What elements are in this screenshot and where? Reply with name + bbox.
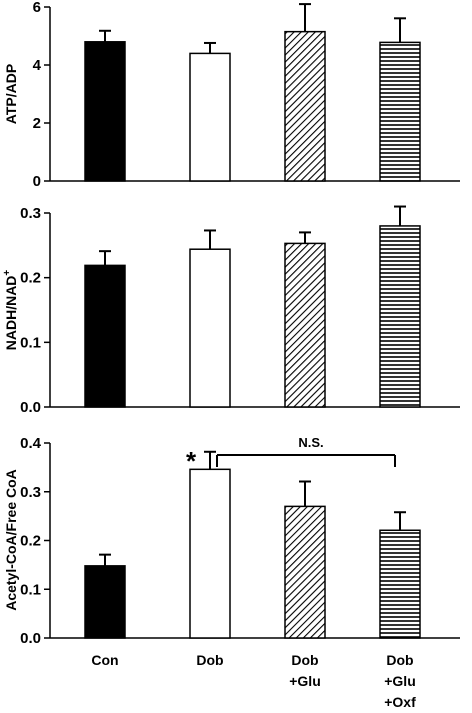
y-tick-label: 0.0 [20,630,41,647]
atp-adp-panel: 0 2 4 6 ATP/ADP [3,0,460,190]
y-tick-label: 0 [33,173,41,190]
bar-dob [189,248,231,408]
bar-con [84,41,126,182]
y-tick-label: 2 [33,115,41,132]
nadh-nad-panel: 0.0 0.1 0.2 0.3 NADH/NAD+ [2,205,460,416]
y-tick-label: 0.3 [20,205,41,222]
y-axis-label: ATP/ADP [3,64,19,124]
bar-dob-glu-oxf [379,41,421,182]
bar-dob [189,52,231,182]
y-axis-label: Acetyl-CoA/Free CoA [3,469,19,611]
bar-con [84,565,126,639]
category-label-dob-glu-oxf: +Glu [384,673,416,689]
y-tick-label: 0.1 [20,334,41,351]
acetyl-coa-panel: 0.0 0.1 0.2 0.3 0.4 Acetyl-CoA/Free CoA * N.S. [3,435,460,647]
bar-dob-glu [284,242,326,408]
y-axis-label-superscript: + [2,270,13,276]
y-tick-label: 0.2 [20,270,41,287]
y-axis-label: NADH/NAD+ [2,270,19,351]
category-label-dob-glu-oxf: +Oxf [384,694,416,710]
bar-dob-glu-oxf [379,225,421,408]
y-tick-label: 0.0 [20,399,41,416]
bar-con [84,264,126,408]
ns-label: N.S. [298,435,323,450]
y-tick-label: 0.4 [20,435,42,452]
bar-dob-glu [284,30,326,182]
bar-dob-glu-oxf [379,529,421,639]
y-tick-label: 0.2 [20,533,41,550]
y-tick-label: 0.1 [20,581,41,598]
bar-dob [189,468,231,639]
category-label-dob-glu-oxf: Dob [386,652,413,668]
y-tick-label: 6 [33,0,41,16]
category-label-dob-glu: +Glu [289,673,321,689]
category-label-con: Con [91,652,118,668]
y-tick-label: 0.3 [20,484,41,501]
y-tick-label: 4 [33,57,42,74]
bar-dob-glu [284,505,326,639]
significance-marker: * [186,446,197,476]
category-labels: Con Dob Dob +Glu Dob +Glu +Oxf [91,652,416,710]
category-label-dob-glu: Dob [291,652,318,668]
category-label-dob: Dob [196,652,223,668]
